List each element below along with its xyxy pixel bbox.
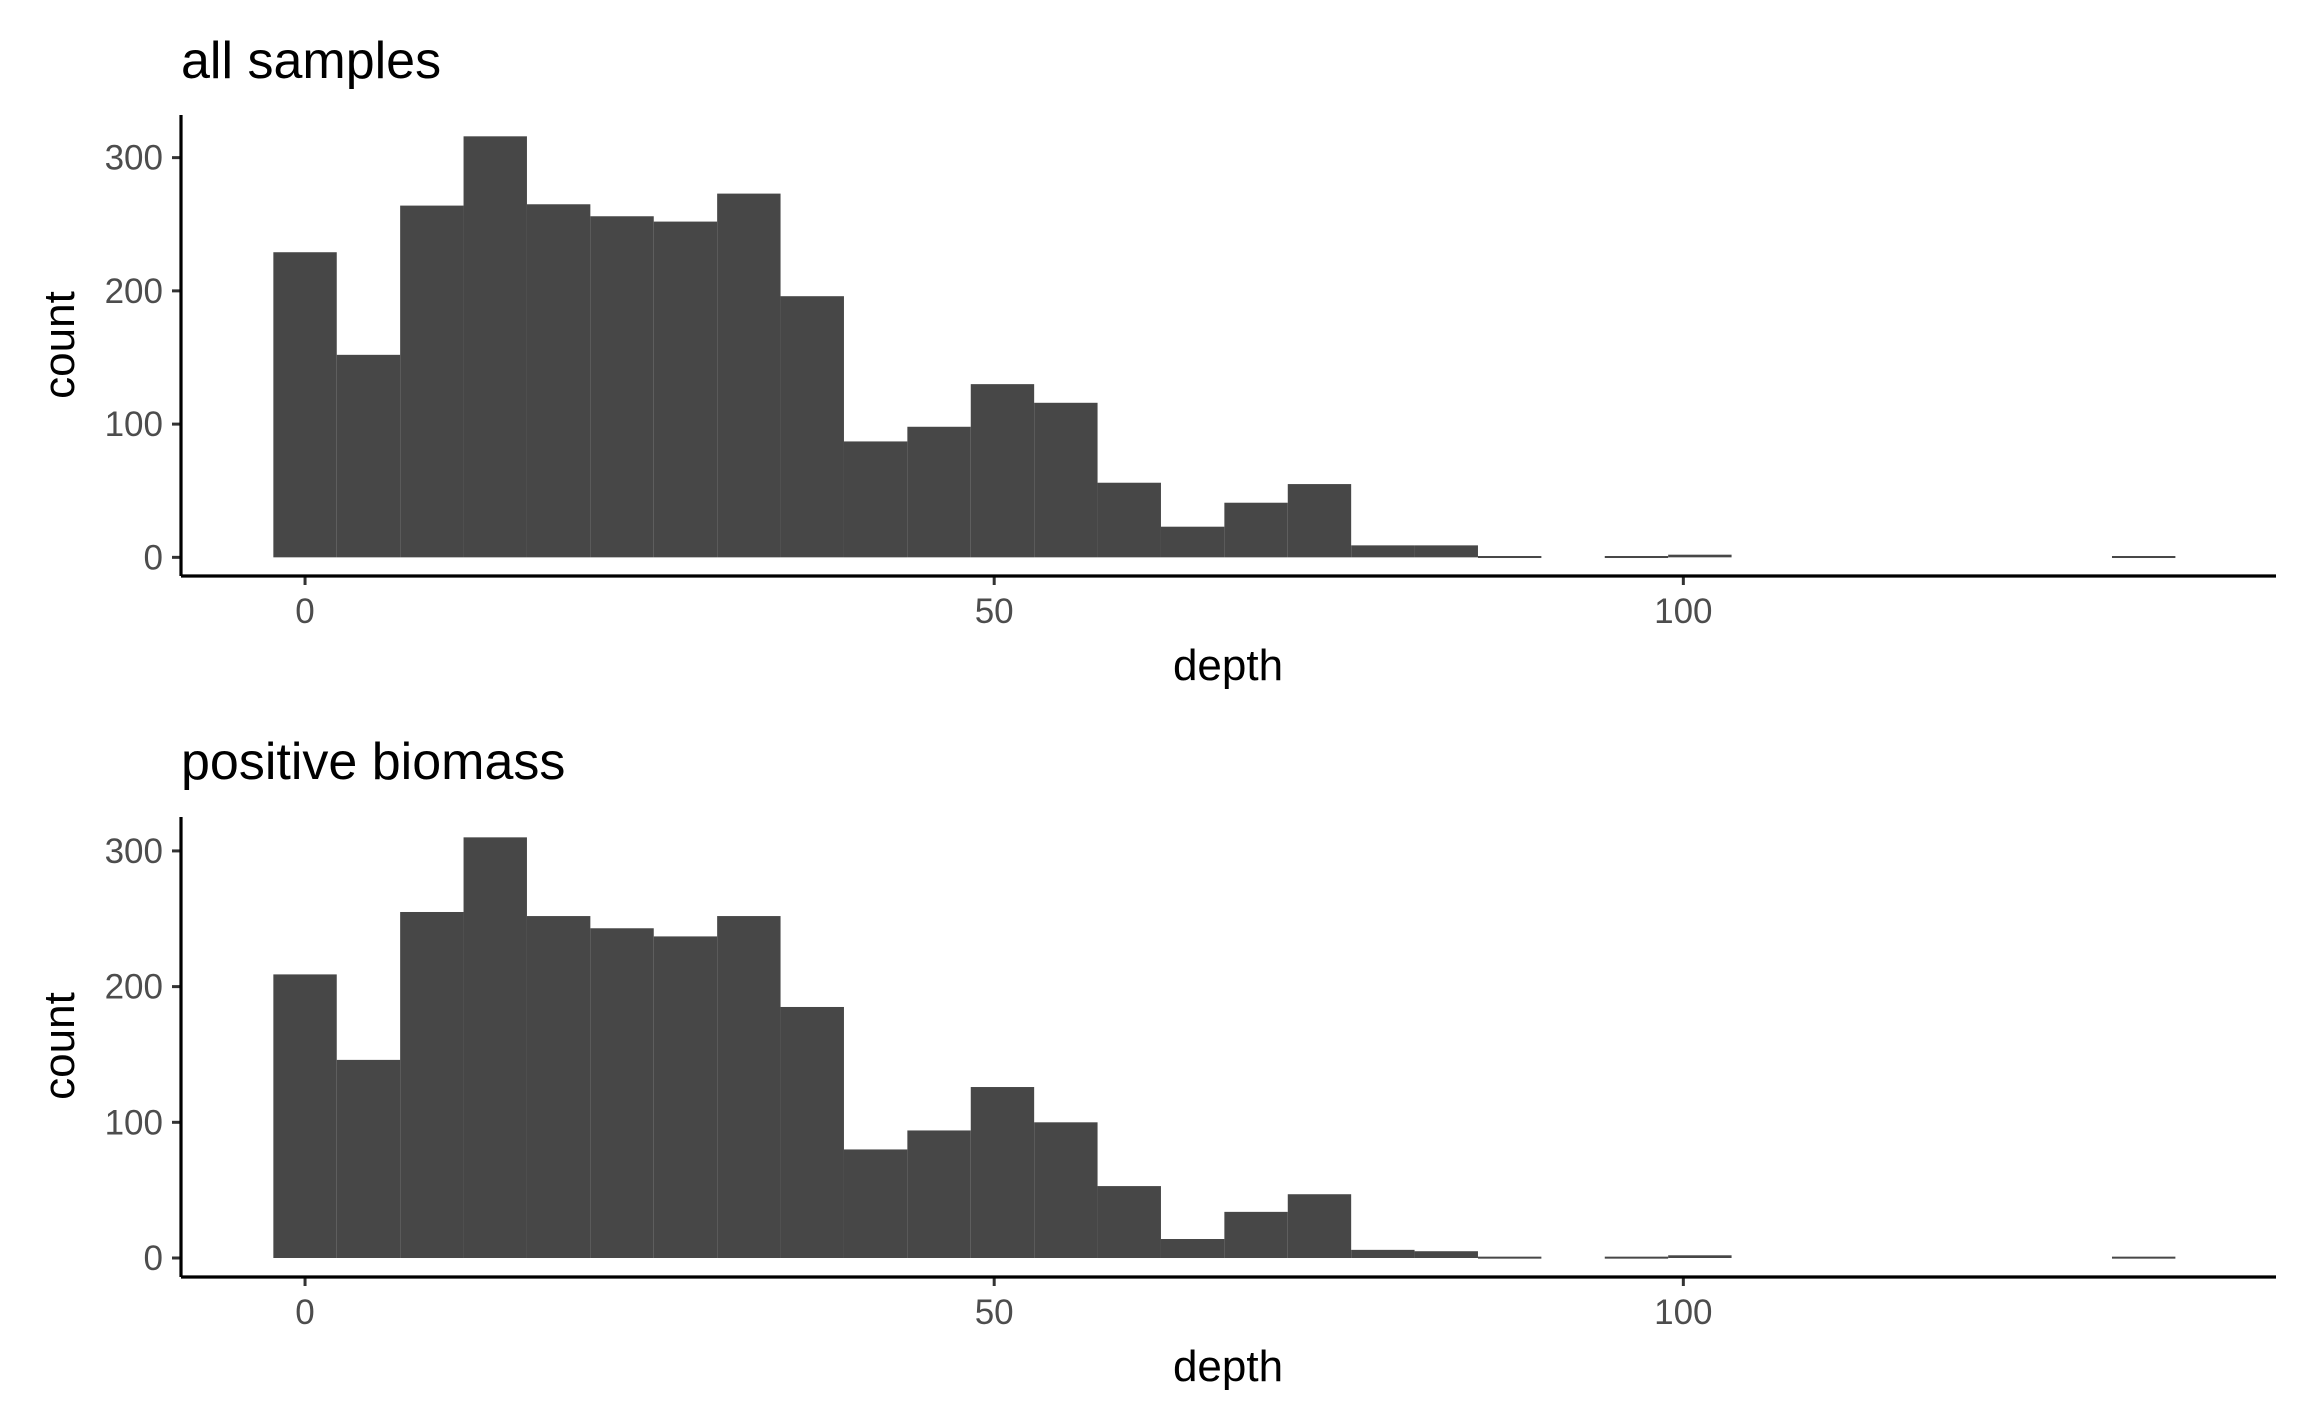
y-tick-label: 200 — [105, 968, 163, 1007]
x-axis-ticks: 0 50 100 — [295, 1277, 1713, 1332]
histogram-bar — [2111, 556, 2176, 559]
histogram-bar — [780, 296, 844, 558]
x-axis-title: depth — [1173, 641, 1283, 690]
histogram-bar — [970, 384, 1035, 558]
y-axis-title: count — [35, 992, 84, 1100]
histogram-bar — [1414, 1251, 1478, 1258]
histogram-bar — [1351, 545, 1415, 558]
histogram-bar — [1668, 1255, 1732, 1258]
x-tick-label: 100 — [1654, 592, 1712, 631]
histogram-bar — [907, 426, 971, 558]
histogram-bar — [1604, 556, 1669, 559]
histogram-bars — [273, 837, 2176, 1259]
histogram-bar — [1287, 484, 1352, 558]
histogram-bar — [717, 916, 781, 1259]
histogram-bar — [590, 216, 654, 558]
x-tick-label: 0 — [295, 592, 314, 631]
y-tick-label: 300 — [105, 139, 163, 178]
y-tick-label: 300 — [105, 832, 163, 871]
histogram-bar — [400, 911, 464, 1259]
y-tick-label: 100 — [105, 405, 163, 444]
histogram-bar — [526, 916, 591, 1259]
y-tick-label: 100 — [105, 1103, 163, 1142]
histogram-bar — [780, 1006, 844, 1258]
y-axis-ticks: 0 100 200 300 — [105, 832, 181, 1278]
histogram-bar — [400, 205, 464, 558]
x-axis-title: depth — [1173, 1342, 1283, 1391]
histogram-bar — [526, 204, 591, 558]
histogram-bar — [653, 221, 718, 558]
x-axis-ticks: 0 50 100 — [295, 576, 1713, 631]
panel-positive-biomass: positive biomass 0 100 200 300 0 50 100 depth… — [35, 733, 2276, 1391]
histogram-bar — [1477, 1256, 1542, 1259]
histogram-bar — [336, 1059, 401, 1258]
histogram-bar — [273, 252, 337, 558]
panel-title: positive biomass — [181, 733, 565, 791]
histogram-bar — [843, 441, 908, 558]
histogram-bar — [1414, 545, 1478, 558]
histogram-bar — [1224, 1211, 1288, 1259]
histogram-bar — [1668, 554, 1732, 558]
histogram-bar — [1160, 1239, 1225, 1259]
y-tick-label: 200 — [105, 272, 163, 311]
histogram-bar — [717, 193, 781, 558]
histogram-bar — [1097, 1186, 1161, 1259]
histogram-bar — [1034, 402, 1098, 558]
histogram-bar — [463, 837, 527, 1258]
histogram-bar — [1351, 1249, 1415, 1258]
panel-all-samples: all samples 0 100 200 300 0 50 100 depth coun… — [35, 32, 2276, 690]
histogram-bar — [590, 928, 654, 1258]
x-tick-label: 50 — [975, 1293, 1014, 1332]
histogram-bar — [273, 974, 337, 1258]
histogram-bar — [1160, 526, 1225, 558]
histogram-bars — [273, 136, 2176, 559]
histogram-bar — [843, 1149, 908, 1258]
histogram-bar — [2111, 1256, 2176, 1259]
histogram-bar — [463, 136, 527, 558]
histogram-bar — [1097, 482, 1161, 558]
y-tick-label: 0 — [144, 538, 163, 577]
histogram-bar — [1034, 1122, 1098, 1258]
x-tick-label: 0 — [295, 1293, 314, 1332]
x-tick-label: 100 — [1654, 1293, 1712, 1332]
histogram-bar — [653, 936, 718, 1258]
y-axis-ticks: 0 100 200 300 — [105, 139, 181, 577]
histogram-bar — [970, 1087, 1035, 1258]
histogram-bar — [336, 354, 401, 558]
histogram-bar — [907, 1130, 971, 1258]
panel-title: all samples — [181, 32, 441, 90]
x-tick-label: 50 — [975, 592, 1014, 631]
y-axis-title: count — [35, 291, 84, 399]
histogram-bar — [1287, 1194, 1352, 1259]
histogram-bar — [1224, 502, 1288, 558]
histogram-bar — [1477, 556, 1542, 559]
y-tick-label: 0 — [144, 1239, 163, 1278]
histogram-bar — [1604, 1256, 1669, 1259]
